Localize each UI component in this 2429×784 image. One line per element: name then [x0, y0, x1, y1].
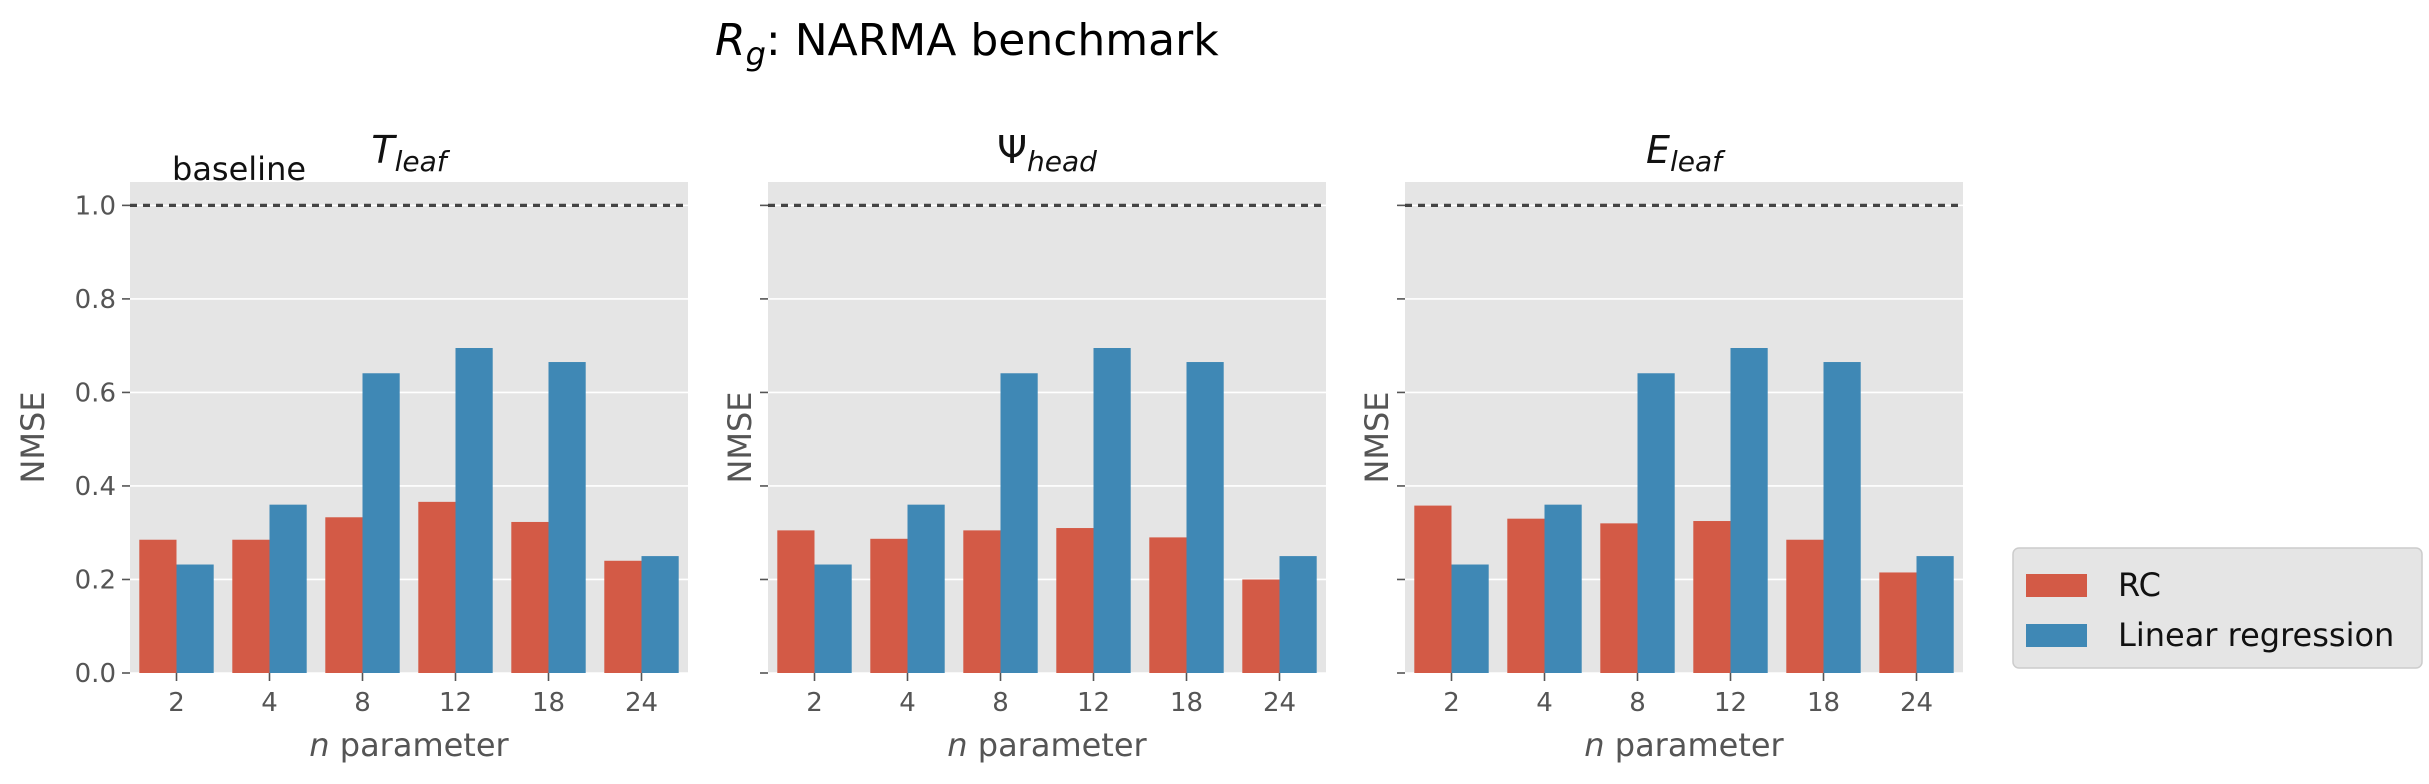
x-tick-label: 8 [992, 688, 1009, 718]
bar-rc-2 [1414, 505, 1452, 673]
x-tick-label: 18 [1807, 688, 1840, 718]
x-tick-label: 18 [1170, 688, 1203, 718]
bar-linear-regression-4 [269, 504, 307, 673]
y-axis-label: NMSE [1358, 391, 1396, 483]
bar-rc-2 [777, 530, 815, 673]
bar-linear-regression-12 [1093, 348, 1131, 673]
y-tick-label: 1.0 [75, 191, 116, 221]
x-tick-label: 4 [1536, 688, 1553, 718]
x-tick-label: 8 [1629, 688, 1646, 718]
bar-linear-regression-18 [548, 362, 586, 673]
bar-rc-4 [870, 538, 908, 673]
plot-area-eleaf [1405, 182, 1963, 673]
bar-rc-4 [232, 539, 270, 673]
x-tick-label: 24 [1900, 688, 1933, 718]
x-axis-label: n parameter [309, 726, 509, 764]
bar-rc-12 [1693, 521, 1731, 673]
x-tick-label: 24 [1263, 688, 1296, 718]
legend-frame [2012, 547, 2423, 669]
y-tick-label: 0.4 [75, 472, 116, 502]
bar-rc-18 [1786, 539, 1824, 673]
x-axis-label: n parameter [947, 726, 1147, 764]
bar-rc-2 [139, 539, 177, 673]
bar-linear-regression-18 [1186, 362, 1224, 673]
bar-rc-8 [1600, 523, 1638, 673]
bar-linear-regression-24 [1916, 556, 1954, 673]
bar-linear-regression-24 [1279, 556, 1317, 673]
panel-title-eleaf: Eleaf [1646, 128, 1726, 178]
bar-rc-8 [325, 517, 363, 673]
x-tick-label: 12 [439, 688, 472, 718]
x-tick-label: 2 [806, 688, 823, 718]
bar-linear-regression-4 [907, 504, 945, 673]
bar-rc-12 [418, 501, 456, 673]
x-tick-label: 8 [354, 688, 371, 718]
x-tick-label: 4 [899, 688, 916, 718]
x-tick-label: 2 [1443, 688, 1460, 718]
panel-title-tleaf: Tleaf [371, 128, 450, 178]
x-tick-label: 12 [1077, 688, 1110, 718]
bar-linear-regression-12 [1730, 348, 1768, 673]
bar-rc-4 [1507, 518, 1545, 673]
y-tick-label: 0.2 [75, 565, 116, 595]
legend-swatch-rc [2026, 574, 2087, 597]
bar-linear-regression-4 [1544, 504, 1582, 673]
panel-title-psi-head: Ψhead [997, 128, 1097, 178]
x-tick-label: 12 [1714, 688, 1747, 718]
plot-area-tleaf [130, 182, 688, 673]
bar-linear-regression-8 [1637, 373, 1675, 673]
y-tick-label: 0.6 [75, 378, 116, 408]
x-axis-label: n parameter [1584, 726, 1784, 764]
bar-rc-12 [1056, 528, 1094, 673]
bar-linear-regression-12 [455, 348, 493, 673]
y-tick-label: 0.0 [75, 659, 116, 689]
y-axis-label: NMSE [721, 391, 759, 483]
bar-linear-regression-8 [362, 373, 400, 673]
legend-label-rc: RC [2118, 566, 2161, 604]
bar-linear-regression-2 [1451, 564, 1489, 673]
bar-rc-18 [511, 521, 549, 673]
x-tick-label: 2 [168, 688, 185, 718]
bar-rc-24 [604, 560, 642, 673]
bar-linear-regression-18 [1823, 362, 1861, 673]
figure-title: Rg: NARMA benchmark [715, 15, 1219, 73]
x-tick-label: 18 [532, 688, 565, 718]
bar-rc-24 [1242, 579, 1280, 673]
bar-rc-8 [963, 530, 1001, 673]
legend: RC Linear regression [2012, 547, 2423, 669]
x-tick-label: 24 [625, 688, 658, 718]
bar-linear-regression-2 [176, 564, 214, 673]
legend-swatch-linear-regression [2026, 624, 2087, 647]
baseline-label: baseline [172, 150, 306, 188]
y-axis-label: NMSE [14, 391, 52, 483]
bar-linear-regression-24 [641, 556, 679, 673]
y-tick-label: 0.8 [75, 285, 116, 315]
bar-rc-18 [1149, 537, 1187, 673]
legend-label-linear-regression: Linear regression [2118, 616, 2394, 654]
x-tick-label: 4 [261, 688, 278, 718]
plot-area-psi-head [768, 182, 1326, 673]
bar-linear-regression-2 [814, 564, 852, 673]
bar-rc-24 [1879, 572, 1917, 673]
bar-linear-regression-8 [1000, 373, 1038, 673]
